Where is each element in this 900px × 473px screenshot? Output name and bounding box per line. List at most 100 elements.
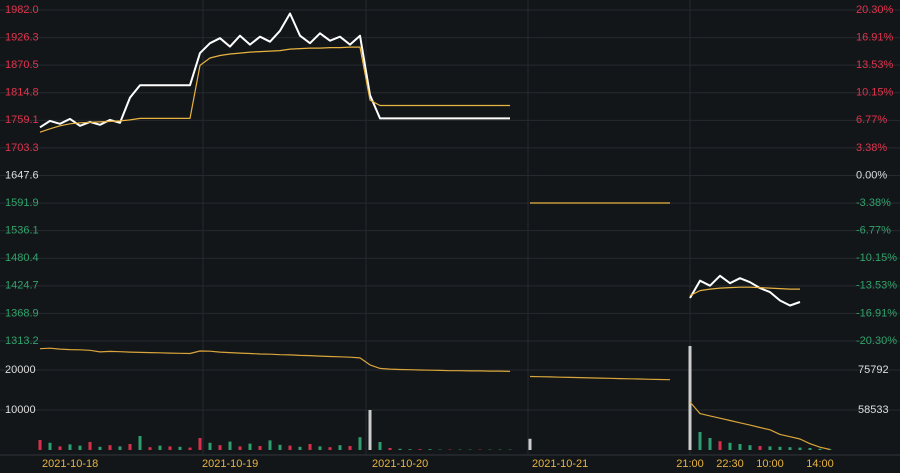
volume-bar [198,438,202,450]
volume-bar [218,445,222,450]
volume-bar [738,444,742,450]
volume-bar [78,445,82,450]
y2-tick-label: -20.30% [856,335,897,347]
y2-tick-label: -6.77% [856,225,891,237]
y2-tick-label: -13.53% [856,280,897,292]
volume-bar [158,445,162,450]
y-tick-label: 20000 [5,364,36,376]
volume-bar [708,438,712,450]
volume-bar [768,446,772,450]
volume-bar [718,441,722,450]
x-tick-label: 2021-10-18 [42,458,98,470]
volume-bar [358,437,362,450]
volume-bar [138,436,142,450]
y-tick-label: 10000 [5,404,36,416]
volume-bar [248,443,252,450]
volume-bar [208,442,212,450]
x-tick-label: 10:00 [756,458,784,470]
y-tick-label: 1870.5 [5,59,39,71]
y-tick-label: 1480.4 [5,252,39,264]
volume-bar [98,446,102,450]
line [39,347,831,451]
volume-bar [368,410,372,450]
volume-bar [108,445,112,450]
y-tick-label: 1982.0 [5,4,39,16]
volume-bar [378,442,382,450]
volume-bar [728,442,732,450]
y-tick-label: 1536.1 [5,225,39,237]
y-tick-label: 1759.1 [5,114,39,126]
volume-bar [288,445,292,450]
y2-tick-label: 20.30% [856,4,894,16]
volume-bar [388,448,392,450]
y-tick-label: 1926.3 [5,31,39,43]
volume-bar [818,448,822,450]
volume-bar [238,446,242,450]
volume-bar [68,444,72,450]
volume-bar [258,446,262,450]
y2-tick-label: 13.53% [856,59,894,71]
volume-bar [318,446,322,450]
volume-bar [778,446,782,450]
volume-bar [128,444,132,450]
volume-bar [758,446,762,450]
line [39,46,800,297]
volume-bar [298,446,302,450]
y2-tick-label: 3.38% [856,142,887,154]
volume-bar [268,440,272,450]
volume-bar [88,442,92,450]
volume-bar [808,448,812,450]
y2-tick-label: 6.77% [856,114,887,126]
volume-bar [308,444,312,450]
volume-bar [178,446,182,450]
volume-bar [428,449,432,450]
y-tick-label: 1814.8 [5,87,39,99]
volume-bar [748,445,752,450]
volume-bar [48,442,52,450]
y-tick-label: 1368.9 [5,307,39,319]
volume-bar [278,444,282,450]
volume-bar [38,440,42,450]
y2-tick-label: -3.38% [856,197,891,209]
volume-bar [688,346,692,450]
x-tick-label: 2021-10-21 [532,458,588,470]
volume-bar [348,446,352,450]
y-tick-label: 1647.6 [5,169,39,181]
volume-bar [338,445,342,450]
y-tick-label: 1424.7 [5,280,39,292]
volume-bar [788,447,792,450]
volume-bar [828,449,832,450]
volume-bar [418,449,422,450]
volume-bar [698,432,702,450]
volume-bar [408,449,412,450]
volume-bar [798,447,802,450]
volume-bar [188,447,192,450]
y2-tick-label: 58533 [858,404,889,416]
y-tick-label: 1313.2 [5,335,39,347]
volume-bar [528,438,532,450]
volume-bar [118,446,122,450]
x-tick-label: 21:00 [676,458,704,470]
x-tick-label: 2021-10-20 [372,458,428,470]
volume-bar [168,446,172,450]
volume-bar [148,447,152,450]
line [39,12,801,307]
x-tick-label: 2021-10-19 [202,458,258,470]
volume-bar [398,448,402,450]
volume-bar [228,441,232,450]
volume-bar [328,447,332,450]
x-tick-label: 22:30 [716,458,744,470]
y-tick-label: 1703.3 [5,142,39,154]
y2-tick-label: 0.00% [856,169,887,181]
y2-tick-label: 16.91% [856,32,894,44]
y2-tick-label: -10.15% [856,252,897,264]
y2-tick-label: -16.91% [856,307,897,319]
volume-bar [58,446,62,450]
y2-tick-label: 75792 [858,364,889,376]
y-tick-label: 1591.9 [5,197,39,209]
x-tick-label: 14:00 [806,458,834,470]
y2-tick-label: 10.15% [856,87,894,99]
